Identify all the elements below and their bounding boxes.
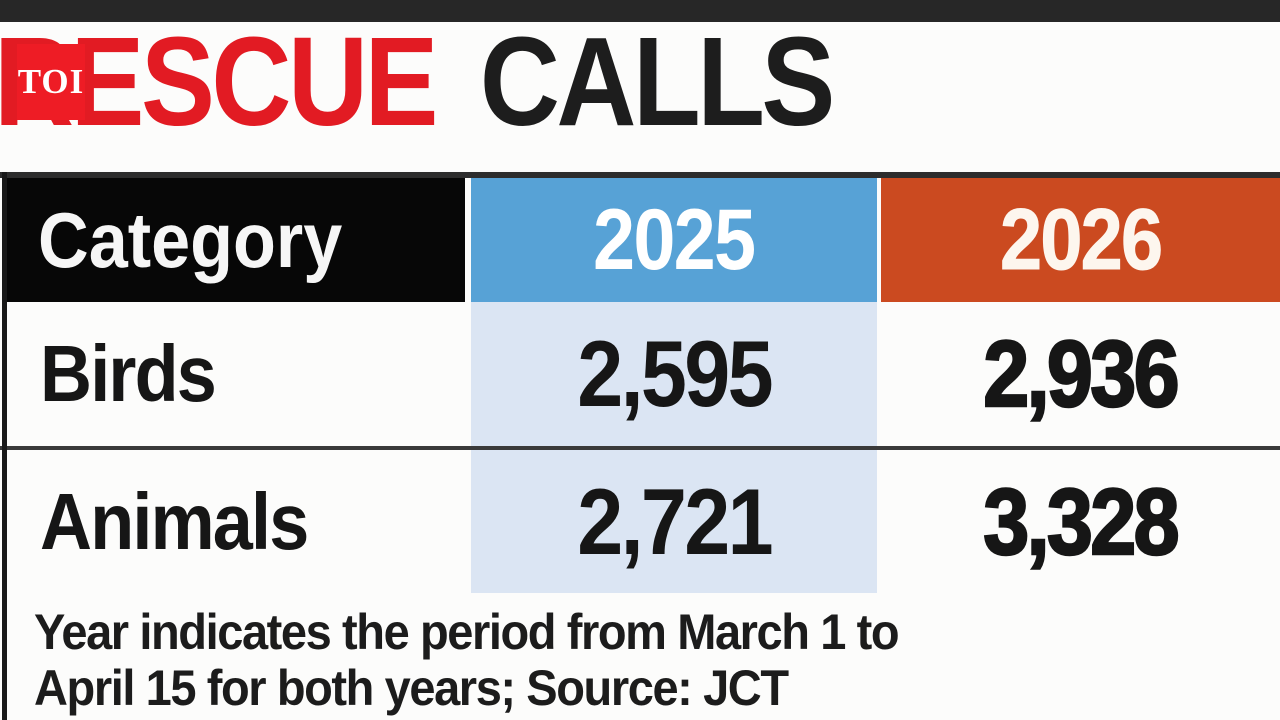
header-2026-label: 2026: [999, 191, 1163, 288]
row-divider: [0, 446, 1280, 450]
table-row: Birds 2,595 2,936: [0, 302, 1280, 446]
category-cell: Birds: [40, 302, 235, 446]
page-title: RESCUE CALLS: [0, 18, 835, 146]
value-2025: 2,595: [577, 321, 773, 426]
value-2025-cell: 2,595: [471, 302, 877, 446]
footnote-line-2: April 15 for both years; Source: JCT: [34, 660, 789, 716]
value-2025: 2,721: [577, 468, 773, 574]
toi-logo-text: TOI: [17, 62, 85, 101]
value-2026-cell: 3,328: [881, 450, 1280, 593]
table-top-border: [0, 172, 1280, 178]
title-rest: CALLS: [479, 11, 835, 152]
value-2025-cell: 2,721: [471, 450, 877, 593]
table-row: Animals 2,721 3,328: [0, 450, 1280, 593]
toi-logo: TOI: [17, 44, 85, 120]
value-2026: 3,328: [982, 467, 1181, 575]
category-label: Animals: [40, 476, 309, 566]
footnote: Year indicates the period from March 1 t…: [34, 604, 953, 716]
value-2026-cell: 2,936: [881, 302, 1280, 446]
category-cell: Animals: [40, 450, 337, 593]
table-left-border: [2, 172, 7, 720]
header-cell-category: Category: [2, 178, 465, 302]
header-2025-label: 2025: [593, 191, 756, 288]
value-2026: 2,936: [982, 320, 1181, 428]
header-cell-2025: 2025: [471, 178, 877, 302]
header-category-label: Category: [38, 195, 343, 284]
header-cell-2026: 2026: [881, 178, 1280, 302]
footnote-line-1: Year indicates the period from March 1 t…: [34, 604, 900, 660]
top-accent-bar: [0, 0, 1280, 22]
category-label: Birds: [40, 329, 217, 418]
